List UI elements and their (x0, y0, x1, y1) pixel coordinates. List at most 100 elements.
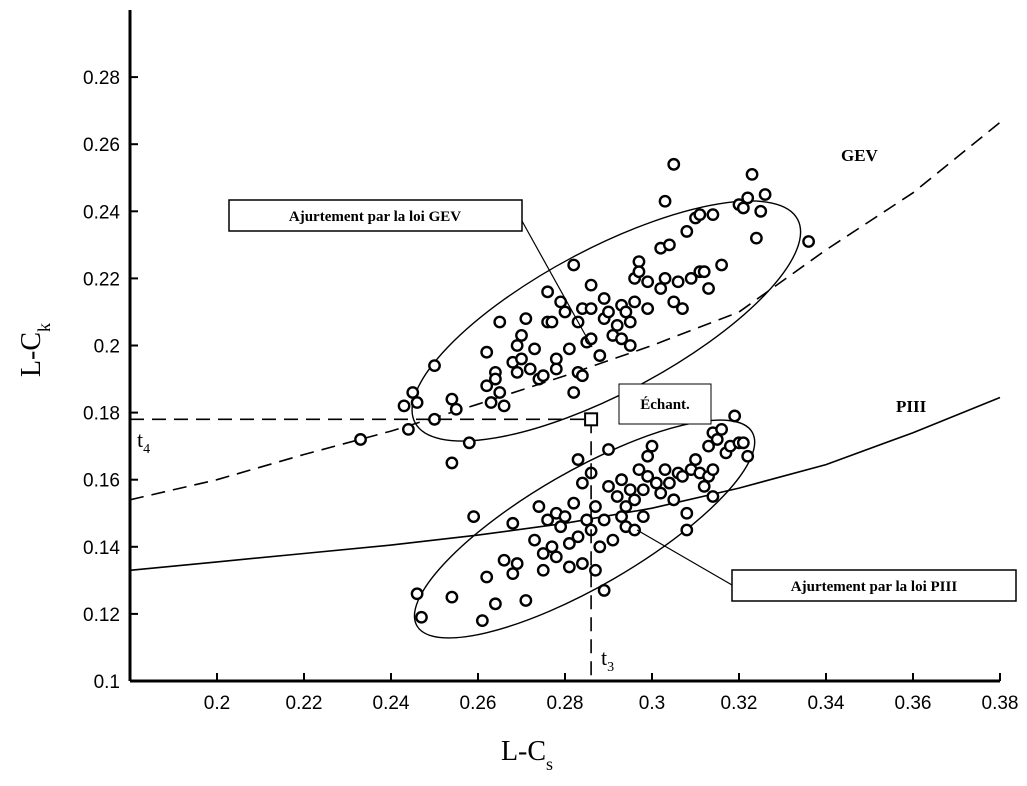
gev-point (667, 295, 681, 309)
sample-label: Échant. (640, 396, 690, 413)
x-axis-title: L-Cs (501, 736, 553, 774)
piii-point (576, 557, 589, 570)
piii-point (736, 436, 750, 450)
gev-point (536, 369, 550, 383)
gev-point (497, 399, 511, 413)
gev-point (584, 278, 598, 292)
piii-point (697, 480, 711, 493)
t4-label-main: t (137, 427, 143, 452)
y-axis-title-sub: k (34, 323, 54, 332)
gev-point (541, 285, 554, 299)
gev-point (523, 362, 537, 376)
gev-point (510, 365, 524, 379)
gev-point (632, 255, 646, 269)
piii-point (710, 433, 724, 446)
piii-point (532, 500, 546, 513)
x-tick-label: 0.2 (204, 693, 230, 714)
t3-label-main: t (601, 645, 607, 670)
piii-point (680, 523, 694, 537)
gev-point (641, 302, 655, 315)
piii-point (593, 540, 607, 554)
piii-point (467, 510, 481, 524)
sample-point (584, 412, 599, 427)
piii-point (706, 490, 720, 503)
piii-point (580, 513, 594, 527)
piii-point (589, 500, 602, 513)
t3-label-sub: 3 (607, 660, 614, 675)
piii-point (549, 550, 563, 564)
gev-point (584, 302, 598, 315)
gev-point (693, 208, 707, 222)
x-axis-title-main: L-C (501, 736, 546, 767)
piii-point (619, 500, 633, 513)
y-ticks: 0.1 0.12 0.14 0.16 0.18 0.2 0.22 0.24 0.26 0.28 (83, 68, 138, 693)
y-tick-label: 0.18 (83, 404, 120, 425)
piii-point (645, 439, 659, 453)
gev-point (641, 275, 655, 289)
piii-points (410, 409, 755, 628)
piii-point (410, 587, 424, 601)
ellipse-piii (413, 419, 756, 639)
piii-point (636, 483, 650, 497)
piii-point (610, 490, 624, 503)
piii-point (519, 594, 533, 607)
sample-label-box (618, 383, 712, 425)
piii-point (541, 513, 554, 527)
piii-point (623, 483, 637, 497)
piii-point (576, 476, 589, 490)
gev-point (628, 295, 641, 309)
piii-point (562, 560, 576, 574)
gev-point (484, 396, 498, 409)
y-tick-label: 0.12 (83, 605, 120, 626)
gev-point (528, 342, 541, 356)
piii-point (641, 449, 655, 463)
piii-point (475, 614, 489, 628)
piii-point (571, 530, 585, 544)
gev-point (658, 271, 672, 285)
gev-point (706, 208, 720, 222)
x-tick-label: 0.38 (982, 693, 1019, 714)
piii-point (602, 480, 615, 493)
piii-point (536, 563, 550, 577)
x-tick-label: 0.24 (373, 693, 410, 714)
gev-point (680, 225, 694, 238)
piii-point (506, 567, 520, 581)
gev-point (567, 386, 581, 399)
gev-point (676, 302, 689, 315)
gev-point (449, 402, 463, 416)
gev-point (480, 379, 494, 393)
gev-point (515, 352, 528, 366)
gev-point (802, 235, 815, 248)
gev-point (697, 265, 711, 279)
piii-point (445, 590, 459, 604)
curve-label-gev: GEV (841, 146, 879, 165)
gev-point (623, 315, 637, 329)
gev-point (397, 399, 411, 413)
gev-point (515, 329, 528, 342)
gev-point (593, 349, 607, 362)
gev-point (745, 167, 759, 181)
piii-point (528, 533, 541, 547)
piii-point (497, 553, 511, 567)
piii-point (641, 469, 655, 483)
sample-marker (130, 412, 599, 681)
piii-point (689, 453, 702, 466)
piii-point (667, 493, 681, 507)
x-ticks: 0.2 0.22 0.24 0.26 0.28 0.3 0.32 0.34 0.36 0.38 (204, 673, 1019, 714)
piii-point (506, 516, 520, 530)
gev-leader-line (521, 220, 593, 348)
gev-point (658, 194, 672, 208)
piii-point (628, 493, 641, 507)
x-tick-label: 0.26 (460, 693, 497, 714)
gev-point (567, 258, 581, 272)
gev-point (758, 188, 772, 201)
gev-point (702, 282, 715, 295)
gev-point (549, 362, 563, 376)
y-tick-label: 0.24 (83, 202, 120, 223)
piii-point (663, 476, 676, 490)
gev-point (715, 258, 728, 272)
piii-point (741, 449, 755, 463)
piii-point (676, 469, 689, 483)
gev-point (663, 238, 676, 252)
gev-point (488, 372, 502, 386)
